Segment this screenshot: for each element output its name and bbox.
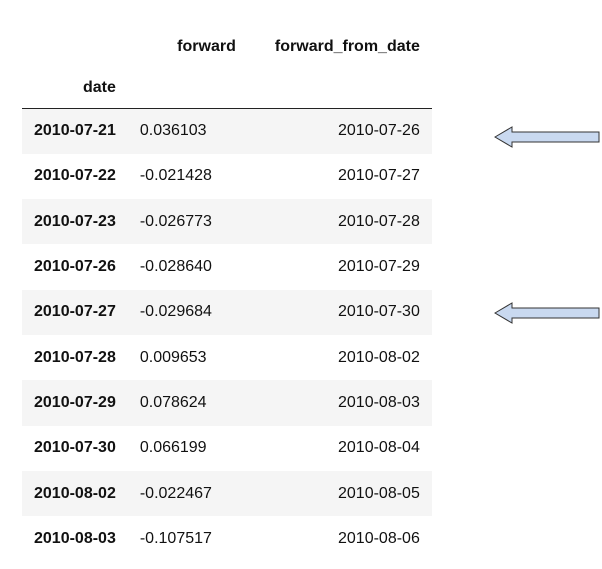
table-row: 2010-07-29 0.078624 2010-08-03: [22, 380, 432, 426]
dataframe-table: forward forward_from_date date 2010-07-2…: [22, 26, 432, 561]
row-index-date: 2010-07-21: [34, 122, 116, 140]
index-name-row: date: [22, 68, 432, 109]
table-row: 2010-08-03 -0.107517 2010-08-06: [22, 516, 432, 561]
cell-forward: 0.036103: [139, 122, 207, 140]
index-name-header: date: [22, 68, 128, 109]
column-header-row: forward forward_from_date: [22, 26, 432, 68]
row-index-date: 2010-07-27: [34, 303, 116, 321]
cell-forward: -0.029684: [139, 303, 212, 321]
cell-forward-from-date: 2010-07-30: [338, 303, 420, 321]
table-row: 2010-07-22 -0.021428 2010-07-27: [22, 154, 432, 199]
cell-forward-from-date: 2010-07-26: [338, 122, 420, 140]
table-body: 2010-07-21 0.036103 2010-07-26 2010-07-22 -0…: [22, 108, 432, 562]
table-row: 2010-07-27 -0.029684 2010-07-30: [22, 289, 432, 335]
column-header-forward: forward: [177, 38, 236, 55]
cell-forward: -0.107517: [139, 529, 212, 547]
table-row: 2010-08-02 -0.022467 2010-08-05: [22, 470, 432, 517]
row-index-date: 2010-07-29: [34, 393, 116, 411]
cell-forward-from-date: 2010-08-03: [338, 393, 420, 411]
cell-forward-from-date: 2010-08-05: [338, 484, 420, 502]
table-row: 2010-07-30 0.066199 2010-08-04: [22, 426, 432, 471]
cell-forward-from-date: 2010-07-27: [338, 167, 420, 185]
cell-forward: 0.009653: [139, 348, 207, 366]
row-index-date: 2010-08-02: [34, 484, 116, 502]
row-index-date: 2010-07-23: [34, 212, 116, 230]
column-header-forward-from-date: forward_from_date: [274, 38, 420, 55]
cell-forward: -0.026773: [139, 212, 212, 230]
index-name-spacer: [127, 68, 248, 109]
cell-forward-from-date: 2010-07-29: [338, 258, 420, 276]
cell-forward: -0.022467: [139, 484, 212, 502]
table-row: 2010-07-28 0.009653 2010-08-02: [22, 335, 432, 380]
table-row: 2010-07-23 -0.026773 2010-07-28: [22, 199, 432, 245]
table-row: 2010-07-21 0.036103 2010-07-26: [22, 108, 432, 154]
table-row: 2010-07-26 -0.028640 2010-07-29: [22, 244, 432, 289]
row-index-date: 2010-07-26: [34, 258, 116, 276]
cell-forward: 0.066199: [139, 439, 207, 457]
left-arrow-annotation: [494, 126, 600, 148]
cell-forward-from-date: 2010-08-02: [338, 348, 420, 366]
row-index-date: 2010-07-28: [34, 348, 116, 366]
row-index-date: 2010-07-30: [34, 439, 116, 457]
cell-forward-from-date: 2010-08-04: [338, 439, 420, 457]
cell-forward-from-date: 2010-08-06: [338, 529, 420, 547]
row-index-date: 2010-07-22: [34, 167, 116, 185]
arrow-shape: [494, 126, 600, 148]
left-arrow-annotation: [494, 302, 600, 324]
row-index-date: 2010-08-03: [34, 529, 116, 547]
index-name-spacer: [247, 68, 432, 109]
cell-forward-from-date: 2010-07-28: [338, 212, 420, 230]
index-header-corner: [22, 26, 128, 68]
arrow-shape: [494, 302, 600, 324]
cell-forward: -0.021428: [139, 167, 212, 185]
cell-forward: -0.028640: [139, 258, 212, 276]
cell-forward: 0.078624: [139, 393, 207, 411]
